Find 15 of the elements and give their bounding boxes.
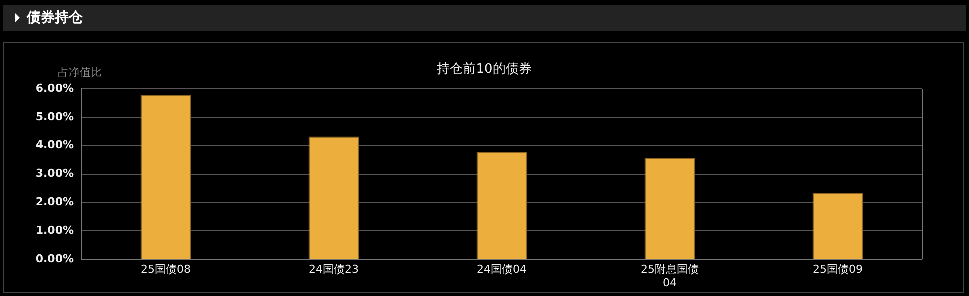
y-tick-label: 3.00% <box>36 167 74 180</box>
y-axis-title: 占净值比 <box>58 65 102 80</box>
y-tick-label: 0.00% <box>36 252 74 266</box>
y-tick-label: 1.00% <box>36 224 74 238</box>
y-tick-label: 4.00% <box>36 138 74 152</box>
text: 债券持仓 <box>27 9 83 27</box>
y-tick-label: 5.00% <box>36 110 74 124</box>
y-tick-label: 2.00% <box>36 196 74 209</box>
x-tick-label: 25附息国债04 <box>641 263 699 290</box>
y-tick-label: 6.00% <box>36 82 74 95</box>
x-tick-label: 24国债23 <box>309 263 359 276</box>
chart-title: 持仓前10的债券 <box>437 62 532 77</box>
x-tick-label: 25国债09 <box>813 263 863 276</box>
x-tick-label: 24国债04 <box>477 263 527 276</box>
x-tick-label: 25国债08 <box>141 263 191 276</box>
